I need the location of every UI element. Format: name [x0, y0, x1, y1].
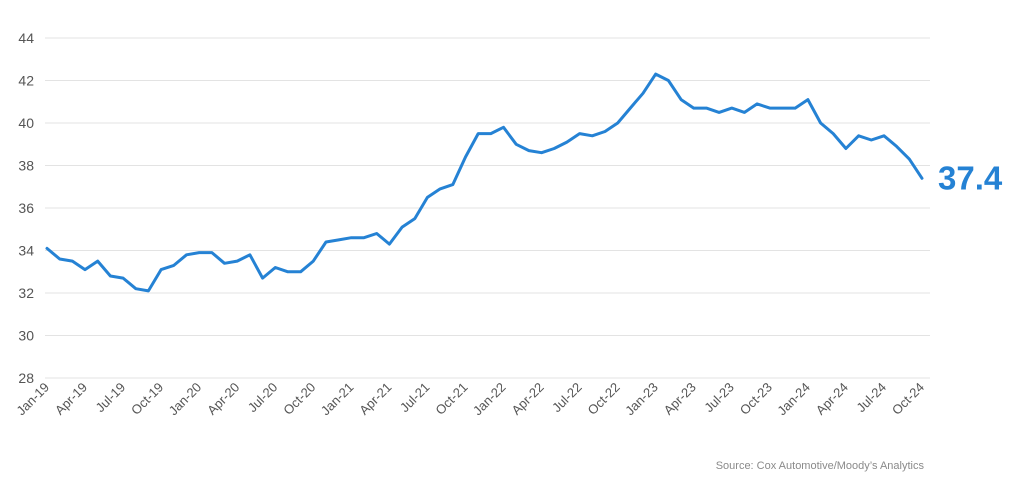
- x-tick-label: Apr-23: [661, 380, 699, 418]
- series-line: [45, 72, 924, 293]
- x-tick-label: Jan-20: [166, 380, 205, 419]
- gridlines: [45, 37, 930, 379]
- x-tick-label: Oct-19: [128, 380, 166, 418]
- x-tick-label: Jul-20: [245, 380, 281, 416]
- x-tick-label: Jul-21: [397, 380, 433, 416]
- x-tick-label: Oct-22: [585, 380, 623, 418]
- x-tick-label: Jul-24: [853, 380, 889, 416]
- x-tick-label: Jan-23: [622, 380, 661, 419]
- y-tick-label: 40: [18, 115, 34, 131]
- x-tick-label: Oct-23: [737, 380, 775, 418]
- x-tick-label: Apr-20: [204, 380, 242, 418]
- y-tick-label: 38: [18, 158, 34, 174]
- y-tick-label: 32: [18, 285, 34, 301]
- last-value-label: 37.4: [938, 159, 1003, 196]
- x-tick-label: Jul-19: [93, 380, 129, 416]
- x-axis-ticks: Jan-19 Apr-19 Jul-19 Oct-19 Jan-20 Apr-20 Jul-…: [13, 380, 927, 419]
- x-tick-label: Jul-22: [549, 380, 585, 416]
- x-tick-label: Apr-21: [356, 380, 394, 418]
- x-tick-label: Apr-24: [813, 380, 851, 418]
- y-tick-label: 42: [18, 73, 34, 89]
- y-tick-label: 30: [18, 328, 34, 344]
- y-tick-label: 44: [18, 30, 34, 46]
- x-tick-label: Oct-24: [889, 380, 927, 418]
- x-tick-label: Oct-21: [432, 380, 470, 418]
- x-tick-label: Apr-19: [52, 380, 90, 418]
- y-axis-ticks: 28 30 32 34 36 38 40 42 44: [18, 30, 34, 386]
- y-tick-label: 34: [18, 243, 34, 259]
- x-tick-label: Jan-24: [774, 380, 813, 419]
- x-tick-label: Jul-23: [701, 380, 737, 416]
- x-tick-label: Oct-20: [280, 380, 318, 418]
- x-tick-label: Apr-22: [508, 380, 546, 418]
- y-tick-label: 28: [18, 370, 34, 386]
- source-note: Source: Cox Automotive/Moody’s Analytics: [715, 460, 924, 472]
- x-tick-label: Jan-21: [318, 380, 357, 419]
- x-tick-label: Jan-22: [470, 380, 509, 419]
- y-tick-label: 36: [18, 200, 34, 216]
